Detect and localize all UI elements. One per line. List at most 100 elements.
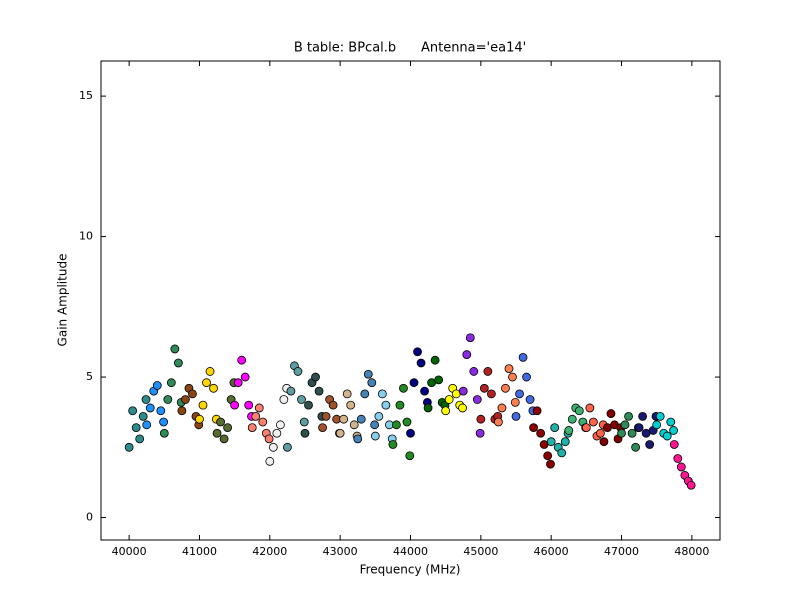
data-point [546, 437, 556, 447]
data-point [518, 352, 528, 362]
data-point [596, 428, 605, 438]
data-point [251, 411, 261, 421]
data-point [177, 406, 187, 416]
data-point [314, 386, 324, 396]
data-point [247, 423, 257, 433]
data-point [430, 355, 440, 365]
data-point [617, 428, 626, 438]
data-point [392, 420, 401, 430]
data-point [163, 395, 173, 404]
data-point [363, 369, 373, 379]
data-point [142, 420, 152, 430]
data-point [181, 395, 190, 404]
data-point [472, 395, 482, 404]
data-point [574, 406, 584, 416]
data-point [585, 403, 595, 413]
data-point [686, 480, 696, 490]
data-point [254, 403, 264, 413]
data-point [159, 417, 169, 427]
data-point [402, 417, 412, 427]
x-tick-label: 47000 [604, 545, 639, 558]
data-point [525, 395, 535, 404]
data-point [420, 386, 429, 396]
data-point [131, 423, 141, 433]
data-point [293, 367, 303, 376]
data-point [233, 378, 243, 388]
data-point [346, 400, 356, 410]
data-point [399, 383, 408, 393]
data-point [212, 428, 222, 438]
data-point [543, 451, 553, 461]
data-point [458, 386, 468, 396]
data-point [504, 364, 514, 374]
data-point [465, 333, 475, 343]
data-point [631, 442, 640, 452]
data-point [557, 448, 567, 458]
data-point [564, 426, 574, 435]
data-point [511, 411, 521, 421]
data-point [219, 434, 229, 444]
data-point [173, 358, 183, 368]
data-point [634, 423, 644, 433]
x-tick-label: 42000 [252, 545, 287, 558]
data-point [209, 383, 218, 393]
x-tick-label: 46000 [534, 545, 569, 558]
data-point [423, 403, 433, 413]
data-point [560, 437, 570, 447]
data-point [128, 406, 138, 416]
data-point [638, 411, 648, 421]
data-point [198, 400, 208, 410]
data-point [655, 411, 665, 421]
data-point [145, 403, 155, 413]
data-point [370, 431, 380, 441]
data-point [304, 400, 313, 410]
data-point [413, 347, 422, 357]
data-point [501, 383, 510, 393]
data-point [223, 423, 233, 433]
data-point [581, 423, 591, 433]
data-point [377, 389, 387, 399]
data-point [275, 420, 285, 430]
data-point [476, 414, 486, 424]
data-point [536, 428, 546, 438]
data-point [299, 417, 309, 427]
data-point [258, 417, 268, 427]
data-point [441, 406, 451, 416]
data-point [138, 411, 148, 421]
data-point [669, 426, 678, 435]
data-point [405, 451, 415, 461]
data-point [264, 434, 274, 444]
data-point [360, 389, 370, 399]
data-point [240, 372, 250, 382]
data-point [286, 386, 296, 396]
data-point [300, 428, 310, 438]
data-point [205, 367, 215, 376]
x-tick-label: 44000 [393, 545, 428, 558]
data-point [606, 409, 616, 418]
data-point [328, 400, 338, 410]
data-point [297, 395, 306, 404]
data-point [367, 378, 377, 388]
data-point [627, 428, 637, 438]
data-point [486, 389, 496, 399]
data-point [669, 440, 679, 449]
data-point [188, 389, 197, 399]
data-point [475, 428, 485, 438]
data-point [416, 358, 426, 368]
data-point [370, 420, 380, 430]
data-point [152, 381, 162, 390]
data-point [374, 411, 384, 421]
x-tick-label: 48000 [674, 545, 709, 558]
x-tick-label: 45000 [463, 545, 498, 558]
data-point [244, 400, 254, 410]
data-point [268, 442, 278, 452]
data-point [166, 378, 176, 388]
data-point [279, 395, 289, 404]
data-point [265, 456, 275, 466]
data-point [479, 383, 489, 393]
data-point [645, 440, 655, 449]
data-point [141, 395, 151, 404]
data-point [469, 367, 479, 376]
data-point [529, 423, 538, 433]
data-point [483, 367, 493, 376]
